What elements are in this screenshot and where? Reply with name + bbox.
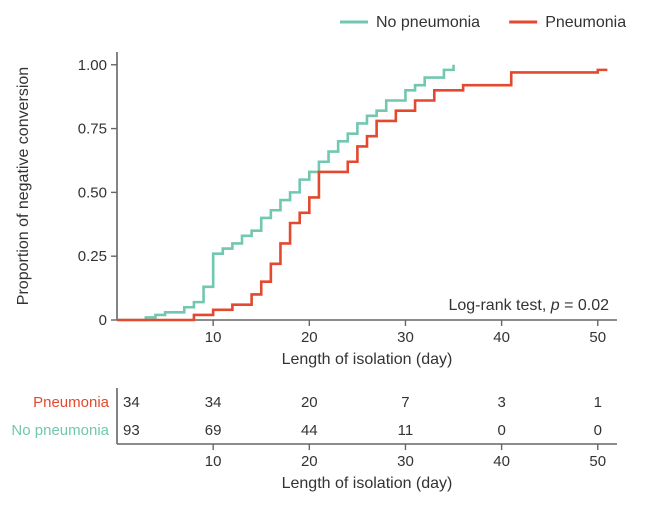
x-tick-label: 10 xyxy=(205,329,222,346)
risk-value: 44 xyxy=(301,422,318,439)
series-line xyxy=(117,65,454,320)
x-tick-label: 50 xyxy=(589,329,606,346)
y-tick-label: 1.00 xyxy=(78,57,107,74)
risk-value: 3 xyxy=(497,394,505,411)
risk-row-label: Pneumonia xyxy=(33,394,110,411)
y-tick-label: 0.50 xyxy=(78,184,107,201)
legend-label: No pneumonia xyxy=(376,14,480,31)
risk-value: 34 xyxy=(205,394,222,411)
annotation-text: Log-rank test, p = 0.02 xyxy=(448,297,609,314)
risk-x-tick-label: 10 xyxy=(205,453,222,470)
risk-x-tick-label: 20 xyxy=(301,453,318,470)
y-tick-label: 0 xyxy=(99,312,107,329)
x-tick-label: 40 xyxy=(493,329,510,346)
risk-x-tick-label: 50 xyxy=(589,453,606,470)
risk-x-tick-label: 30 xyxy=(397,453,414,470)
risk-value: 20 xyxy=(301,394,318,411)
risk-x-axis-label: Length of isolation (day) xyxy=(282,475,453,492)
risk-x-tick-label: 40 xyxy=(493,453,510,470)
risk-value: 0 xyxy=(594,422,602,439)
legend-label: Pneumonia xyxy=(545,14,626,31)
x-tick-label: 30 xyxy=(397,329,414,346)
y-tick-label: 0.75 xyxy=(78,121,107,138)
risk-value: 93 xyxy=(123,422,140,439)
series-line xyxy=(117,70,607,320)
risk-value: 7 xyxy=(401,394,409,411)
y-tick-label: 0.25 xyxy=(78,248,107,265)
risk-value: 0 xyxy=(497,422,505,439)
x-tick-label: 20 xyxy=(301,329,318,346)
x-axis-label: Length of isolation (day) xyxy=(282,351,453,368)
risk-value: 34 xyxy=(123,394,140,411)
risk-value: 69 xyxy=(205,422,222,439)
y-axis-label: Proportion of negative conversion xyxy=(15,67,32,305)
risk-value: 11 xyxy=(398,422,414,439)
risk-value: 1 xyxy=(594,394,602,411)
risk-row-label: No pneumonia xyxy=(11,422,109,439)
